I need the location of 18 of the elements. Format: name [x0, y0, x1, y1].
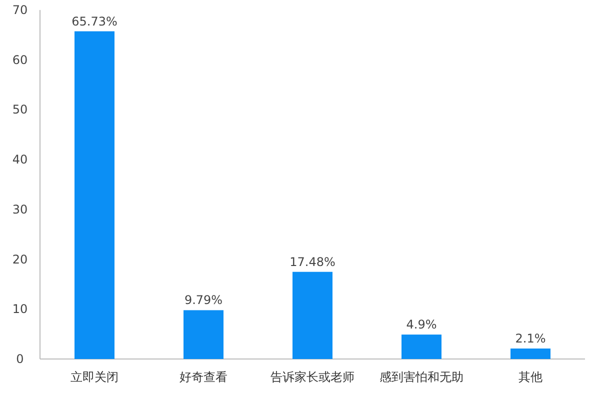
value-label: 9.79% [184, 293, 223, 308]
value-label: 4.9% [406, 318, 437, 332]
ytick: 20 [12, 252, 28, 266]
ytick: 50 [12, 102, 28, 117]
ytick: 0 [16, 352, 24, 366]
xtick: 感到害怕和无助 [380, 370, 464, 384]
xtick: 好奇查看 [180, 370, 228, 384]
value-label: 65.73% [72, 14, 118, 28]
ytick: 30 [12, 202, 28, 216]
ytick: 70 [12, 3, 28, 17]
xtick: 告诉家长或老师 [270, 370, 354, 384]
xtick: 立即关闭 [70, 370, 118, 384]
value-label: 2.1% [515, 332, 546, 346]
ytick: 10 [12, 302, 28, 316]
value-label: 17.48% [290, 254, 336, 269]
ytick: 60 [12, 52, 28, 67]
xtick: 其他 [518, 370, 542, 384]
ytick: 40 [12, 152, 28, 167]
